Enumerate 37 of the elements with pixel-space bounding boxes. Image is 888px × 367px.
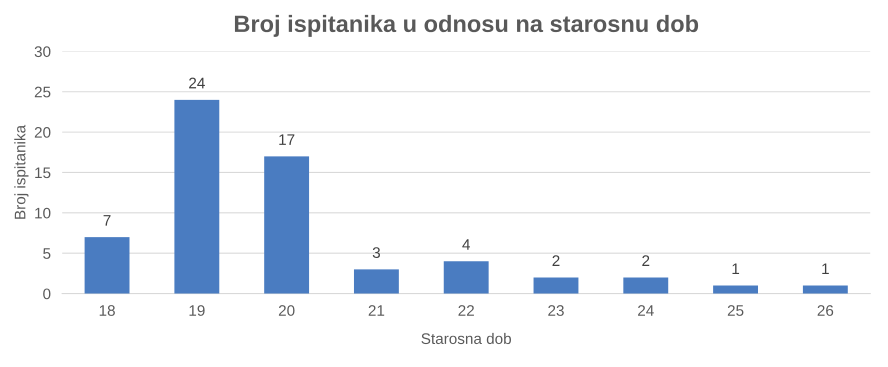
bar	[713, 286, 758, 294]
y-tick-label: 15	[35, 168, 50, 178]
x-tick-label: 20	[278, 305, 295, 316]
bar	[444, 261, 489, 294]
data-label: 1	[732, 264, 740, 274]
x-tick-label: 24	[638, 305, 654, 316]
data-label: 2	[552, 255, 560, 266]
bar	[174, 100, 220, 294]
x-tick-label: 23	[548, 305, 564, 316]
bar	[802, 286, 848, 294]
bar	[354, 269, 399, 294]
data-label: 2	[642, 255, 650, 266]
x-tick-label: 19	[190, 305, 205, 316]
x-tick-label: 26	[818, 305, 834, 316]
y-tick-label: 20	[34, 126, 50, 138]
bar	[534, 277, 578, 294]
x-tick-label: 22	[458, 305, 474, 316]
x-tick-label: 25	[728, 305, 744, 316]
chart-title: Broj ispitanika u odnosu na starosnu dob	[234, 14, 698, 37]
y-tick-label: 10	[35, 208, 50, 219]
bar	[84, 237, 130, 294]
data-label: 3	[372, 247, 380, 258]
data-label: 24	[189, 78, 205, 88]
x-tick-label: 18	[100, 305, 115, 316]
x-axis-title: Starosna dob	[421, 332, 512, 344]
y-axis-title: Broj ispitanika	[14, 124, 28, 219]
bar	[623, 277, 668, 294]
data-label: 7	[104, 215, 111, 226]
x-tick-label: 21	[368, 305, 384, 316]
data-label: 1	[822, 264, 829, 274]
y-tick-label: 25	[34, 86, 50, 98]
y-tick-label: 30	[34, 46, 50, 58]
y-tick-label: 5	[43, 248, 50, 259]
bar	[264, 156, 310, 294]
y-tick-label: 0	[43, 288, 50, 300]
data-label: 4	[462, 239, 470, 250]
data-label: 17	[279, 134, 294, 145]
